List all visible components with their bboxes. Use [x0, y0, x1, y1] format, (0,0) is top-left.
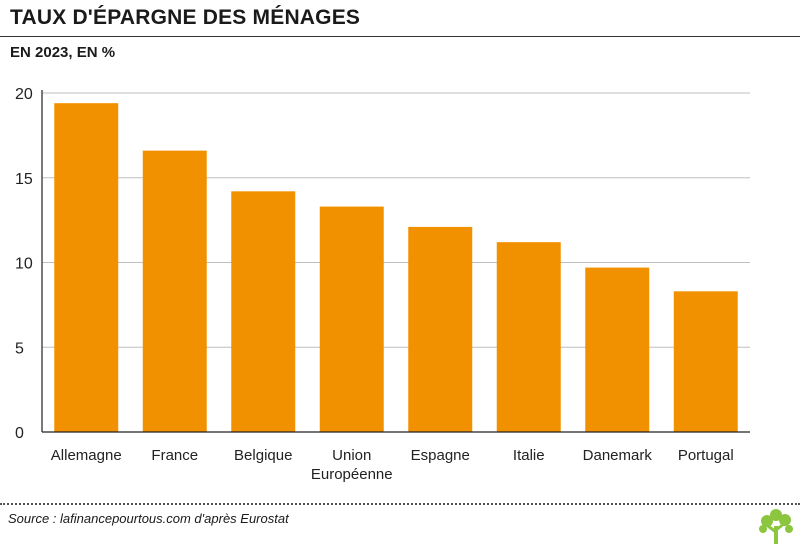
- bar-chart: 0 5 10 15 20 Allemagne France Belgique Union Euro…: [15, 86, 750, 483]
- x-tick-label: Italie: [513, 447, 545, 464]
- bar: [408, 226, 473, 432]
- bar: [585, 267, 650, 432]
- chart-subtitle: EN 2023, EN %: [10, 44, 116, 61]
- source-note: Source : lafinancepourtous.com d'après E…: [8, 511, 289, 526]
- x-tick-label: Danemark: [583, 447, 653, 464]
- footer-divider: [0, 503, 800, 505]
- y-tick-label: 20: [15, 86, 33, 103]
- bar: [142, 150, 207, 432]
- bar: [319, 206, 384, 432]
- x-tick-label: Portugal: [678, 447, 734, 464]
- bar: [673, 291, 738, 432]
- title-divider: [0, 36, 800, 37]
- bar: [496, 242, 561, 432]
- y-tick-label: 5: [15, 340, 24, 357]
- x-tick-label: France: [151, 447, 198, 464]
- bar: [54, 103, 119, 433]
- x-tick-label: Allemagne: [51, 447, 122, 464]
- tree-logo-icon: [759, 509, 793, 544]
- y-tick-label: 10: [15, 256, 33, 273]
- chart-title: TAUX D'ÉPARGNE DES MÉNAGES: [10, 6, 361, 29]
- y-tick-label: 15: [15, 171, 33, 188]
- x-tick-label: Espagne: [411, 447, 470, 464]
- bar: [231, 191, 296, 432]
- y-tick-label: 0: [15, 425, 24, 442]
- x-tick-label: Union Européenne: [311, 447, 393, 483]
- x-tick-label: Belgique: [234, 447, 292, 464]
